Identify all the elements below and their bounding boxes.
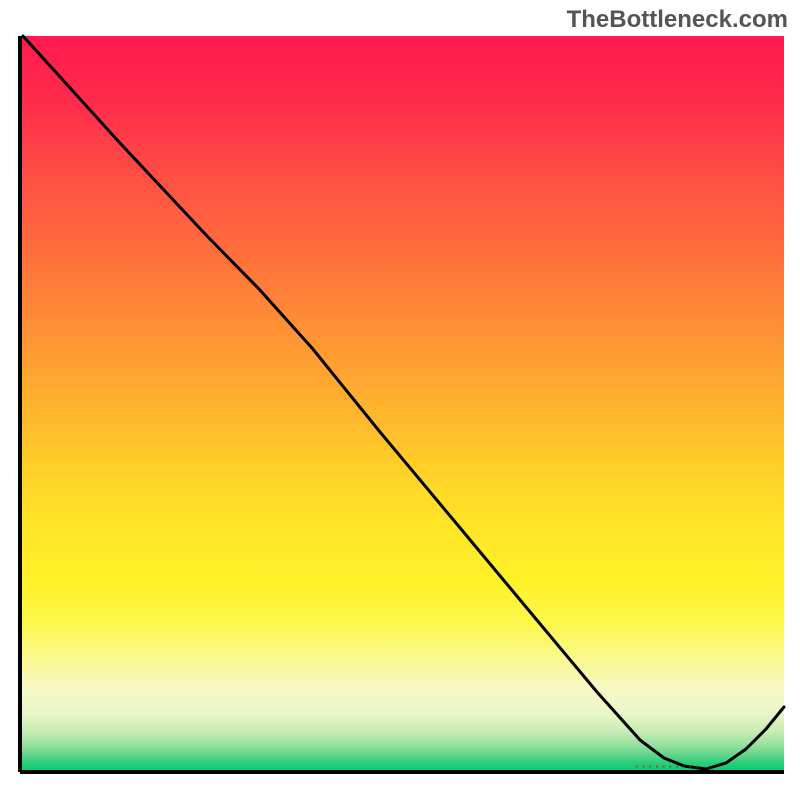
chart-container: TheBottleneck.com ··········	[0, 0, 800, 800]
chart-svg	[0, 0, 800, 800]
valley-marker: ··········	[635, 758, 702, 774]
watermark-text: TheBottleneck.com	[567, 6, 788, 34]
